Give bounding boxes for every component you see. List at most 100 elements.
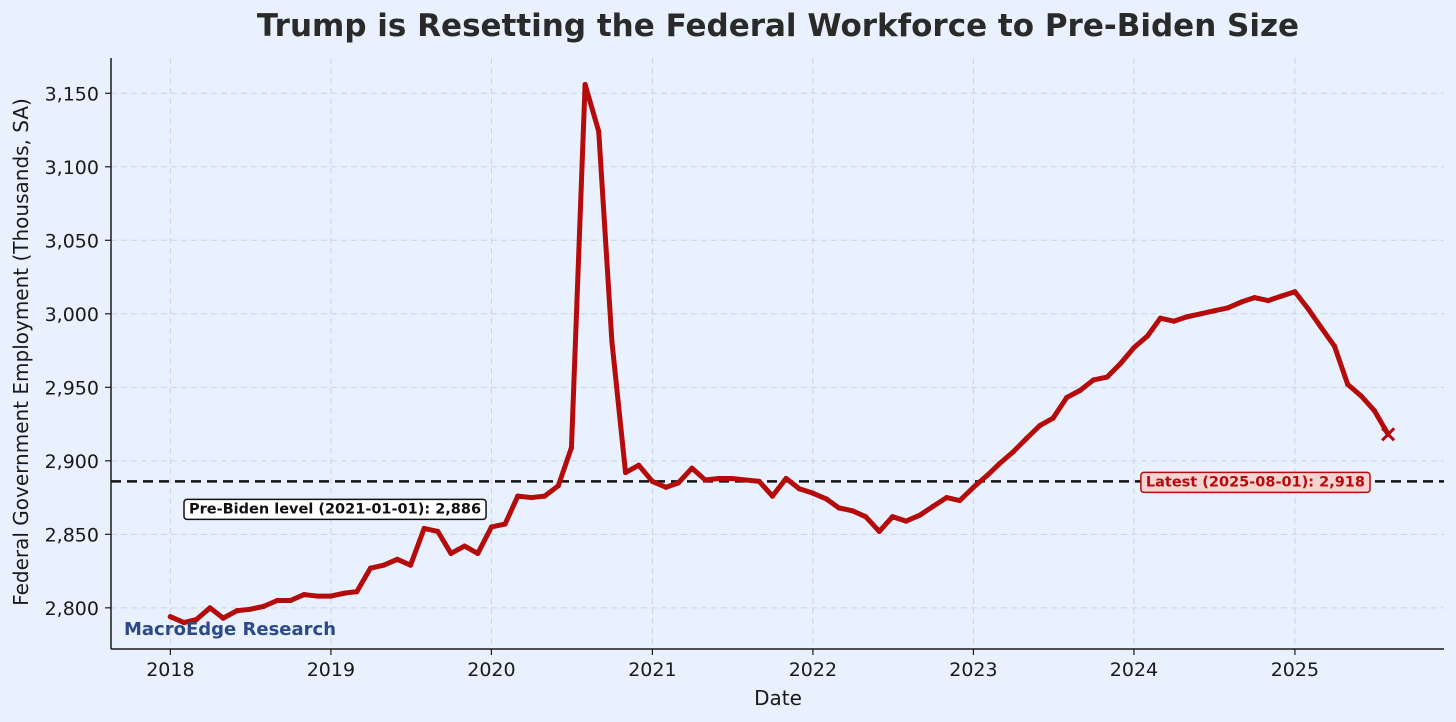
data-point [1238, 299, 1244, 305]
data-point [367, 565, 374, 571]
data-point [274, 597, 280, 604]
data-point [207, 605, 213, 611]
chart-title: Trump is Resetting the Federal Workforce… [257, 8, 1299, 44]
data-point [649, 478, 655, 484]
data-point [568, 444, 575, 451]
data-point [555, 483, 561, 489]
data-point [944, 494, 950, 501]
data-point [261, 603, 267, 609]
data-point [1023, 436, 1029, 442]
data-point [1198, 311, 1204, 317]
data-point [435, 528, 441, 534]
data-point [1211, 308, 1217, 314]
data-point [810, 490, 816, 496]
data-point [743, 477, 749, 483]
latest-marker [1381, 427, 1396, 442]
data-point [181, 619, 187, 626]
data-point [796, 486, 802, 492]
data-point [836, 505, 842, 511]
data-point [930, 503, 936, 509]
data-point [823, 496, 830, 502]
data-point [461, 543, 468, 549]
data-point [1010, 449, 1016, 455]
grid [111, 58, 1444, 649]
data-point [756, 478, 762, 484]
data-point [783, 475, 789, 482]
data-point [515, 493, 521, 499]
data-point [381, 562, 387, 568]
data-point [234, 608, 240, 614]
data-point [609, 339, 615, 345]
data-point [1117, 361, 1123, 367]
axes: 2,800 2,850 2,900 2,950 3,000 3,050 3,100 3,150… [45, 58, 1444, 681]
data-point [341, 590, 348, 596]
y-tick-label: 2,850 [45, 524, 99, 546]
data-point [729, 475, 735, 482]
data-point [448, 550, 454, 557]
data-point [675, 480, 681, 486]
watermark: MacroEdge Research [124, 619, 336, 640]
data-point [596, 128, 602, 135]
data-point [475, 550, 481, 557]
y-tick-label: 2,900 [45, 451, 99, 473]
data-point [970, 484, 977, 490]
data-point [1157, 315, 1163, 321]
x-tick-label: 2019 [307, 659, 355, 681]
latest-label: Latest (2025-08-01): 2,918 [1140, 471, 1371, 494]
data-point [1171, 318, 1177, 324]
data-point [314, 593, 320, 599]
y-tick-label: 3,100 [45, 157, 99, 179]
data-point [354, 589, 360, 595]
data-point [1184, 314, 1190, 320]
data-point [394, 556, 400, 562]
x-tick-label: 2018 [146, 659, 194, 681]
data-point [1345, 381, 1351, 387]
data-point [1265, 297, 1271, 304]
data-point [689, 465, 695, 471]
y-tick-label: 2,800 [45, 598, 99, 620]
data-point [1371, 408, 1378, 414]
reference-label: Pre-Biden level (2021-01-01): 2,886 [183, 498, 487, 521]
data-point [1305, 306, 1312, 312]
data-point [1064, 395, 1070, 401]
data-point [1090, 377, 1097, 383]
x-tick-label: 2024 [1110, 659, 1158, 681]
y-axis-label: Federal Government Employment (Thousands… [9, 98, 33, 606]
data-point [702, 477, 708, 483]
data-point [984, 472, 990, 479]
data-point [1050, 415, 1056, 421]
data-point [220, 615, 226, 621]
data-point [769, 493, 776, 499]
reference-label-box [183, 498, 487, 521]
data-point [287, 597, 294, 604]
x-tick-label: 2022 [789, 659, 837, 681]
data-point [421, 525, 427, 532]
data-point [636, 462, 642, 468]
x-axis-label: Date [754, 686, 802, 710]
data-point [1278, 293, 1284, 299]
y-tick-label: 3,150 [45, 83, 99, 105]
data-point [542, 493, 548, 499]
y-tick-label: 3,000 [45, 304, 99, 326]
data-point [502, 521, 508, 527]
data-point [488, 524, 495, 530]
data-point [903, 518, 909, 524]
data-point [889, 514, 896, 520]
data-point [1331, 343, 1338, 349]
data-point [917, 512, 923, 518]
x-tick-label: 2021 [628, 659, 676, 681]
data-point [1104, 374, 1110, 380]
annotations: Pre-Biden level (2021-01-01): 2,886 Lates… [124, 471, 1371, 640]
data-point [663, 484, 669, 490]
data-point [996, 461, 1002, 467]
data-point [167, 614, 173, 620]
reference-label-text: Pre-Biden level (2021-01-01): 2,886 [189, 501, 481, 517]
data-point [247, 606, 253, 612]
y-tick-label: 3,050 [45, 230, 99, 252]
data-point [1077, 387, 1083, 393]
data-point [716, 475, 722, 482]
data-point [328, 593, 334, 599]
series-group [167, 81, 1396, 626]
series-line [167, 81, 1391, 626]
data-point [1318, 324, 1324, 330]
